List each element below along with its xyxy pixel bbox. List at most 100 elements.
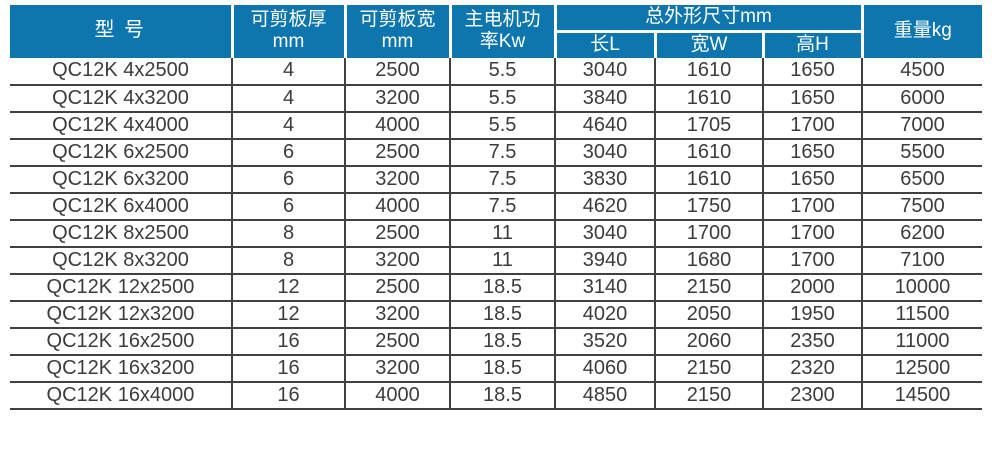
cell-height: 1650 [762, 57, 862, 85]
cell-weight: 7500 [861, 191, 982, 220]
cell-width: 2500 [344, 272, 450, 301]
cell-length: 3830 [554, 164, 655, 193]
cell-length: 3940 [554, 245, 655, 274]
cell-power: 7.5 [449, 164, 555, 193]
cell-weight: 5500 [861, 137, 982, 166]
cell-length: 3040 [554, 137, 655, 166]
cell-weight: 7100 [861, 245, 982, 274]
cell-power: 5.5 [449, 57, 555, 85]
column-header-height: 高H [761, 29, 862, 58]
cell-length: 4020 [554, 299, 655, 328]
cell-weight: 6500 [861, 164, 982, 193]
table-row: QC12K 6x2500 6 2500 7.5 3040 1610 1650 5… [10, 137, 982, 166]
column-header-length: 长L [553, 29, 655, 58]
cell-dim-width: 1700 [654, 218, 763, 247]
table-row: QC12K 4x3200 4 3200 5.5 3840 1610 1650 6… [10, 83, 982, 112]
cell-power: 18.5 [449, 299, 555, 328]
cell-dim-width: 1610 [654, 137, 763, 166]
cell-width: 4000 [344, 380, 450, 410]
cell-dim-width: 1680 [654, 245, 763, 274]
cell-weight: 10000 [861, 272, 982, 301]
cell-length: 4060 [554, 353, 655, 382]
cell-thickness: 8 [231, 218, 345, 247]
column-header-model: 型 号 [10, 5, 232, 58]
cell-weight: 11500 [861, 299, 982, 328]
cell-width: 3200 [344, 83, 450, 112]
cell-model: QC12K 6x4000 [10, 191, 232, 220]
cell-width: 3200 [344, 299, 450, 328]
table-row: QC12K 16x2500 16 2500 18.5 3520 2060 235… [10, 326, 982, 355]
specification-table: 型 号 可剪板厚 mm 可剪板宽 mm 主电机功 率Kw 总外形尺寸mm 重量k… [10, 5, 982, 410]
cell-power: 18.5 [449, 272, 555, 301]
cell-width: 3200 [344, 164, 450, 193]
cell-height: 2320 [762, 353, 862, 382]
cell-width: 4000 [344, 191, 450, 220]
cell-length: 3520 [554, 326, 655, 355]
table-row: QC12K 4x4000 4 4000 5.5 4640 1705 1700 7… [10, 110, 982, 139]
cell-model: QC12K 4x4000 [10, 110, 232, 139]
cell-weight: 6200 [861, 218, 982, 247]
cell-power: 5.5 [449, 110, 555, 139]
cell-thickness: 12 [231, 272, 345, 301]
cell-weight: 4500 [861, 57, 982, 85]
cell-weight: 14500 [861, 380, 982, 410]
cell-length: 3840 [554, 83, 655, 112]
cell-length: 3140 [554, 272, 655, 301]
cell-thickness: 6 [231, 191, 345, 220]
cell-thickness: 16 [231, 353, 345, 382]
cell-height: 2350 [762, 326, 862, 355]
cell-height: 1650 [762, 164, 862, 193]
cell-weight: 11000 [861, 326, 982, 355]
cell-power: 5.5 [449, 83, 555, 112]
cell-model: QC12K 16x3200 [10, 353, 232, 382]
cell-thickness: 16 [231, 326, 345, 355]
cell-height: 1650 [762, 137, 862, 166]
cell-dim-width: 1610 [654, 164, 763, 193]
column-header-width: 可剪板宽 mm [343, 5, 450, 58]
cell-height: 1950 [762, 299, 862, 328]
cell-length: 4850 [554, 380, 655, 410]
cell-weight: 7000 [861, 110, 982, 139]
cell-model: QC12K 6x2500 [10, 137, 232, 166]
cell-power: 18.5 [449, 326, 555, 355]
cell-model: QC12K 4x3200 [10, 83, 232, 112]
table-row: QC12K 8x2500 8 2500 11 3040 1700 1700 62… [10, 218, 982, 247]
cell-dim-width: 2150 [654, 353, 763, 382]
cell-height: 2000 [762, 272, 862, 301]
table-header: 型 号 可剪板厚 mm 可剪板宽 mm 主电机功 率Kw 总外形尺寸mm 重量k… [10, 5, 982, 58]
cell-weight: 12500 [861, 353, 982, 382]
spec-table-page: 型 号 可剪板厚 mm 可剪板宽 mm 主电机功 率Kw 总外形尺寸mm 重量k… [0, 5, 992, 455]
cell-thickness: 6 [231, 164, 345, 193]
column-header-thickness: 可剪板厚 mm [230, 5, 345, 58]
cell-power: 11 [449, 218, 555, 247]
cell-length: 3040 [554, 57, 655, 85]
cell-model: QC12K 16x2500 [10, 326, 232, 355]
table-row: QC12K 8x3200 8 3200 11 3940 1680 1700 71… [10, 245, 982, 274]
cell-width: 2500 [344, 218, 450, 247]
cell-height: 1700 [762, 110, 862, 139]
cell-width: 2500 [344, 326, 450, 355]
cell-thickness: 16 [231, 380, 345, 410]
cell-width: 3200 [344, 353, 450, 382]
cell-thickness: 4 [231, 57, 345, 85]
cell-power: 18.5 [449, 353, 555, 382]
column-header-dimensions-group: 总外形尺寸mm [553, 5, 862, 32]
cell-dim-width: 1705 [654, 110, 763, 139]
cell-power: 11 [449, 245, 555, 274]
column-header-power: 主电机功 率Kw [448, 5, 555, 58]
table-row: QC12K 4x2500 4 2500 5.5 3040 1610 1650 4… [10, 57, 982, 85]
cell-model: QC12K 16x4000 [10, 380, 232, 410]
table-row: QC12K 12x3200 12 3200 18.5 4020 2050 195… [10, 299, 982, 328]
cell-model: QC12K 12x2500 [10, 272, 232, 301]
cell-height: 1650 [762, 83, 862, 112]
cell-model: QC12K 12x3200 [10, 299, 232, 328]
cell-width: 3200 [344, 245, 450, 274]
cell-dim-width: 2150 [654, 272, 763, 301]
cell-thickness: 8 [231, 245, 345, 274]
cell-width: 4000 [344, 110, 450, 139]
cell-dim-width: 2060 [654, 326, 763, 355]
cell-model: QC12K 6x3200 [10, 164, 232, 193]
cell-height: 1700 [762, 245, 862, 274]
cell-power: 7.5 [449, 191, 555, 220]
table-row: QC12K 16x3200 16 3200 18.5 4060 2150 232… [10, 353, 982, 382]
